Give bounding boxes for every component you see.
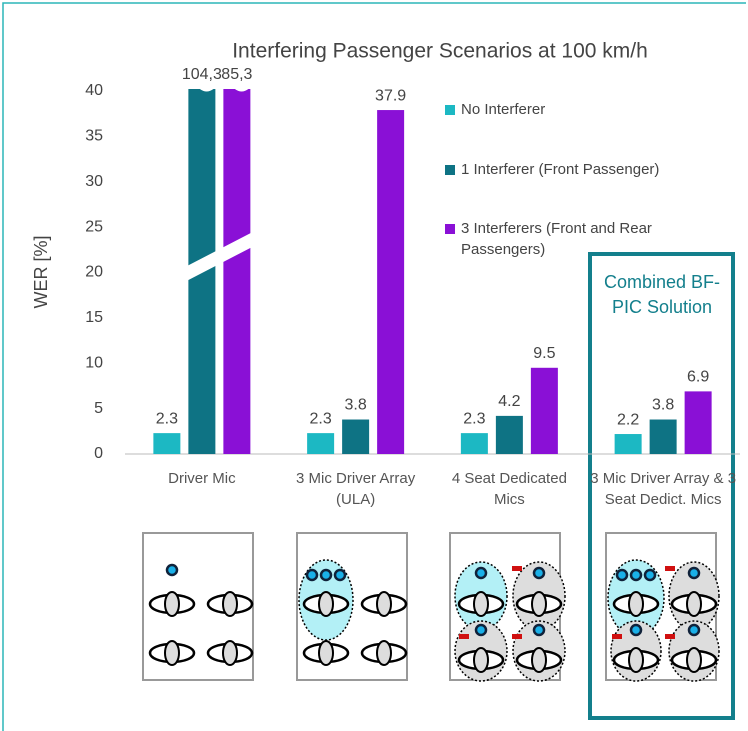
bar (614, 434, 642, 454)
legend-label: 3 Interferers (Front and Rear Passengers… (461, 220, 652, 258)
x-tick-label: 3 Mic Driver Array (ULA) (296, 470, 416, 508)
bar (649, 419, 677, 454)
y-tick-label: 35 (85, 128, 103, 145)
value-label: 2.3 (156, 410, 178, 427)
value-label: 6.9 (687, 369, 709, 386)
seat-icons (142, 532, 720, 682)
x-tick-label: 4 Seat Dedicated Mics (451, 470, 567, 508)
value-label: 9.5 (533, 345, 555, 362)
y-tick-label: 10 (85, 354, 103, 371)
y-axis-title: WER [%] (31, 235, 51, 308)
x-tick-label: Driver Mic (168, 470, 236, 487)
bar (530, 367, 558, 454)
legend-label: No Interferer (461, 101, 546, 118)
value-label: 3.8 (652, 397, 674, 414)
y-tick-label: 30 (85, 173, 103, 190)
bar (495, 415, 523, 454)
value-label: 4.2 (498, 393, 520, 410)
bar (342, 419, 370, 454)
bar (153, 433, 181, 454)
legend-label: 1 Interferer (Front Passenger) (461, 161, 660, 178)
axis-break (182, 83, 214, 92)
value-label: 37.9 (375, 87, 406, 104)
chart-title: Interfering Passenger Scenarios at 100 k… (232, 40, 648, 63)
axis-break (217, 83, 249, 92)
value-label: 3.8 (345, 397, 367, 414)
value-label: 2.3 (310, 410, 332, 427)
y-tick-label: 40 (85, 82, 103, 99)
bar (460, 433, 488, 454)
value-label: 2.2 (617, 411, 639, 428)
y-tick-label: 25 (85, 218, 103, 235)
y-tick-label: 5 (94, 400, 103, 417)
legend-swatch (445, 224, 455, 234)
value-label: 2.3 (463, 410, 485, 427)
annotation: Combined BF-PIC Solution (603, 272, 721, 317)
bar (307, 433, 335, 454)
bar (377, 110, 405, 455)
legend-swatch (445, 105, 455, 115)
axis-break (183, 230, 255, 283)
bar (223, 89, 251, 454)
y-tick-label: 0 (94, 445, 103, 462)
y-tick-label: 20 (85, 264, 103, 281)
value-label: 85,3 (221, 66, 252, 83)
y-tick-label: 15 (85, 309, 103, 326)
bar (684, 391, 712, 454)
value-label: 104,3 (182, 66, 222, 83)
highlight-box (588, 252, 735, 720)
legend-swatch (445, 165, 455, 175)
x-tick-label: 3 Mic Driver Array & 3 Seat Dedict. Mics (590, 470, 737, 508)
